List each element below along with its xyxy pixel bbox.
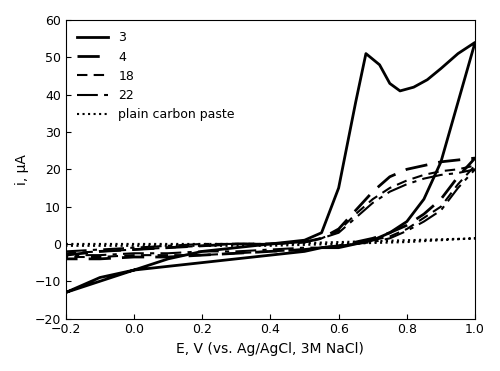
Legend: 3, 4, 18, 22, plain carbon paste: 3, 4, 18, 22, plain carbon paste [72, 26, 240, 126]
Y-axis label: i, μA: i, μA [15, 154, 29, 185]
X-axis label: E, V (vs. Ag/AgCl, 3M NaCl): E, V (vs. Ag/AgCl, 3M NaCl) [176, 342, 364, 356]
